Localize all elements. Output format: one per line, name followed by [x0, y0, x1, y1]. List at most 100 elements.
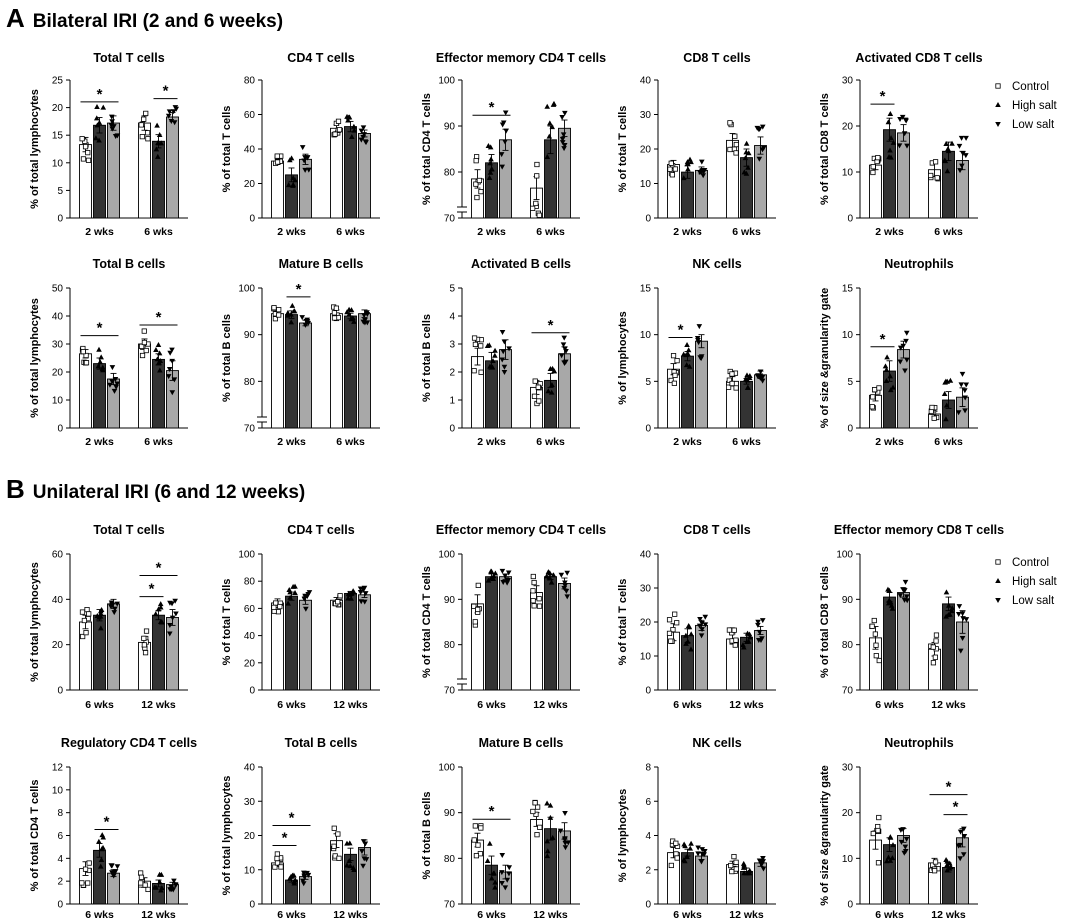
data-point-control	[672, 166, 678, 172]
data-point-high-salt	[287, 157, 293, 163]
data-point-control	[471, 603, 477, 609]
y-tick-label: 40	[244, 145, 256, 156]
data-point-high-salt	[156, 350, 163, 356]
data-point-low-salt	[758, 862, 765, 868]
data-point-control	[727, 146, 733, 153]
data-point-high-salt	[345, 595, 351, 601]
data-point-low-salt	[955, 410, 962, 416]
y-tick-label: 0	[249, 214, 255, 225]
data-point-high-salt	[741, 870, 747, 876]
data-point-high-salt	[154, 153, 161, 159]
y-axis-label: % of lymphocytes	[617, 311, 629, 405]
data-point-low-salt	[302, 167, 308, 173]
data-point-control	[478, 825, 484, 831]
data-point-control	[876, 385, 882, 391]
data-point-low-salt	[112, 376, 119, 382]
data-point-low-salt	[361, 585, 368, 591]
data-point-high-salt	[995, 578, 1001, 583]
data-point-control	[670, 353, 677, 359]
data-point-high-salt	[488, 156, 494, 162]
y-tick-label: 5	[57, 186, 63, 197]
data-point-control	[536, 596, 542, 602]
data-point-control	[274, 153, 280, 159]
y-tick-label: 30	[842, 763, 854, 774]
data-point-low-salt	[957, 856, 963, 862]
data-point-control	[276, 312, 282, 318]
data-point-high-salt	[945, 145, 951, 151]
bar-low-salt	[358, 594, 371, 691]
data-point-low-salt	[503, 577, 510, 583]
data-point-low-salt	[306, 167, 312, 173]
bar-low-salt	[299, 322, 312, 429]
significance-star: *	[489, 99, 495, 116]
legend-label: Low salt	[1012, 595, 1055, 607]
y-tick-label: 70	[444, 686, 456, 697]
data-point-high-salt	[943, 402, 950, 408]
data-point-low-salt	[957, 648, 964, 654]
data-point-low-salt	[168, 119, 175, 125]
significance-star: *	[296, 281, 302, 298]
data-point-control	[531, 603, 537, 609]
data-point-low-salt	[111, 610, 118, 616]
data-point-control	[86, 860, 92, 866]
data-point-low-salt	[699, 627, 705, 633]
data-point-control	[138, 870, 144, 876]
data-point-low-salt	[169, 358, 175, 364]
y-tick-label: 10	[640, 179, 652, 190]
data-point-low-salt	[897, 117, 903, 123]
data-point-high-salt	[687, 845, 694, 851]
x-tick-label: 6 wks	[934, 436, 963, 448]
data-point-high-salt	[285, 182, 292, 188]
data-point-high-salt	[741, 169, 748, 175]
x-tick-label: 2 wks	[85, 226, 114, 238]
data-point-low-salt	[562, 845, 569, 851]
data-point-high-salt	[94, 613, 101, 619]
data-point-low-salt	[171, 120, 178, 126]
data-point-low-salt	[561, 146, 567, 152]
bar-low-salt	[754, 374, 767, 429]
chart-title: Activated B cells	[471, 257, 571, 271]
data-point-low-salt	[695, 845, 701, 851]
data-point-control	[533, 200, 539, 207]
bar-low-salt	[358, 133, 371, 219]
data-point-low-salt	[702, 849, 708, 855]
y-tick-label: 4	[57, 854, 63, 865]
x-tick-label: 2 wks	[85, 436, 114, 448]
chart-panel: Total T cells 0 5 10 15 20 25 % of total lympho…	[29, 51, 188, 238]
data-point-high-salt	[680, 351, 687, 357]
data-point-low-salt	[957, 829, 964, 835]
x-tick-label: 12 wks	[729, 699, 764, 711]
data-point-high-salt	[688, 631, 694, 637]
data-point-high-salt	[685, 166, 691, 172]
data-point-high-salt	[344, 862, 350, 868]
data-point-control	[670, 627, 676, 633]
data-point-low-salt	[167, 350, 173, 356]
y-tick-label: 2	[645, 865, 651, 876]
data-point-control	[534, 832, 540, 838]
bar-high-salt	[152, 140, 165, 219]
significance-star: *	[156, 309, 162, 326]
data-point-low-salt	[506, 865, 513, 871]
data-point-low-salt	[696, 324, 703, 330]
data-point-control	[530, 808, 536, 815]
data-point-high-salt	[488, 568, 494, 574]
data-point-low-salt	[362, 591, 369, 597]
x-tick-label: 6 wks	[336, 436, 365, 448]
data-point-control	[733, 637, 739, 643]
data-point-control	[83, 352, 89, 359]
data-point-low-salt	[960, 616, 966, 622]
data-point-control	[872, 387, 878, 393]
y-axis-label: % of total lymphocytes	[29, 562, 41, 682]
data-point-high-salt	[349, 134, 355, 140]
y-tick-label: 50	[52, 284, 64, 295]
data-point-low-salt	[897, 345, 904, 351]
data-point-control	[82, 144, 89, 150]
data-point-low-salt	[759, 618, 766, 624]
data-point-low-salt	[698, 354, 705, 360]
data-point-control	[674, 358, 680, 364]
bar-low-salt	[299, 599, 312, 691]
bar-low-salt	[499, 139, 512, 219]
y-tick-label: 12	[52, 763, 64, 774]
x-tick-label: 12 wks	[333, 699, 368, 711]
data-point-low-salt	[958, 382, 965, 388]
